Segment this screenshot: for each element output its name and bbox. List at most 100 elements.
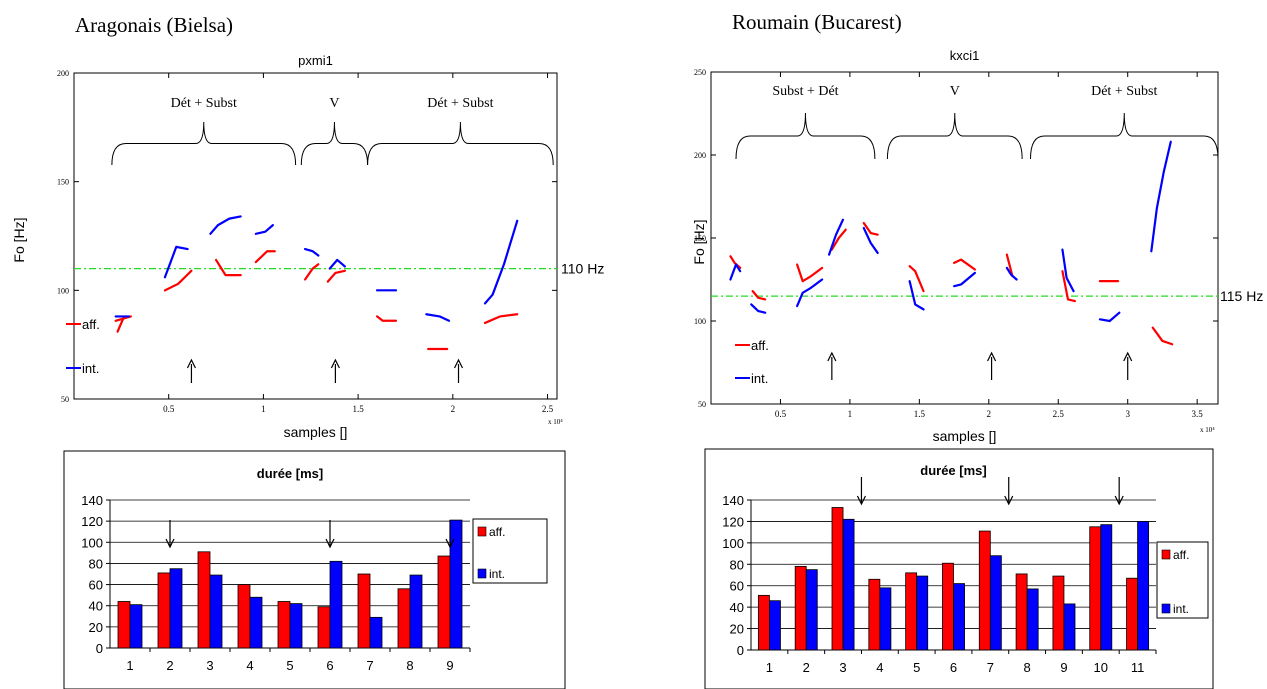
y-tick-label: 120	[81, 514, 103, 529]
y-tick-label: 50	[698, 400, 706, 409]
int-bar	[842, 518, 855, 651]
aff-bar	[831, 507, 844, 651]
legend-label: aff.	[751, 338, 769, 353]
int-bar	[289, 603, 303, 649]
left-panel-heading: Aragonais (Bielsa)	[75, 13, 233, 37]
x-tick-label: 0.5	[163, 404, 175, 414]
aff-contour-segment	[483, 313, 519, 325]
int-contour-segment	[796, 278, 824, 308]
legend-label: int.	[751, 371, 768, 386]
int-contour-segment	[1005, 266, 1018, 281]
int-bar	[1100, 524, 1113, 651]
int-contour-segment	[1061, 248, 1075, 293]
y-tick-label: 50	[61, 395, 69, 404]
int-contour-segment	[483, 219, 519, 305]
x-tick-label: 5	[913, 660, 920, 675]
legend-label: int.	[1173, 602, 1189, 616]
x-tick-label: 2	[451, 404, 456, 414]
int-bar	[1063, 603, 1076, 651]
x-tick-label: 1	[261, 404, 266, 414]
x-tick-label: 6	[950, 660, 957, 675]
legend-swatch	[1161, 603, 1171, 614]
aff-bar	[978, 530, 991, 651]
y-axis-label: Fo [Hz]	[11, 217, 27, 262]
y-tick-label: 0	[96, 641, 103, 656]
aff-bar	[942, 562, 954, 651]
stressed-syllable-arrowhead	[453, 358, 464, 369]
int-bar	[169, 568, 183, 649]
int-contour-segment	[303, 247, 320, 257]
y-tick-label: 40	[730, 600, 744, 615]
aff-contour-segment	[254, 250, 276, 264]
x-tick-label: 3	[839, 660, 846, 675]
aff-contour-segment	[303, 263, 320, 281]
int-contour-segment	[908, 280, 925, 311]
int-bar	[129, 604, 143, 649]
group-label: V	[950, 84, 960, 99]
int-contour-segment	[827, 218, 845, 256]
int-bar	[409, 574, 423, 649]
y-tick-label: 120	[722, 514, 744, 529]
y-tick-label: 140	[81, 493, 103, 508]
x-tick-label: 4	[876, 660, 883, 675]
y-tick-label: 100	[57, 286, 69, 295]
stressed-syllable-arrowhead	[1123, 351, 1133, 362]
right-f0-plot: kxci1 50 100 150 200 250 0.5 1 1.5 2 2.5 3 3.5 Fo [Hz…	[691, 48, 1263, 444]
x-tick-label: 9	[1060, 660, 1067, 675]
x-tick-label: 8	[1024, 660, 1031, 675]
aff-contour-segment	[163, 269, 193, 292]
stressed-syllable-arrowhead	[856, 495, 866, 506]
aff-bar	[1052, 575, 1065, 651]
y-tick-label: 20	[89, 620, 103, 635]
aff-bar	[277, 601, 291, 649]
x-tick-label: 6	[326, 658, 333, 673]
x-tick-label: 1	[766, 660, 773, 675]
x-tick-label: 2.5	[1053, 409, 1065, 419]
aff-contour-segment	[116, 317, 125, 333]
x-tick-label: 2	[803, 660, 810, 675]
aff-bar	[117, 601, 131, 649]
x-tick-label: 10	[1094, 660, 1108, 675]
y-tick-label: 60	[89, 578, 103, 593]
int-contour-segment	[952, 271, 977, 288]
left-f0-plot: pxmi1 50 100 150 200 0.5 1 1.5 2 2.5 Fo [Hz] sample…	[11, 53, 604, 440]
aff-contour-segment	[830, 228, 847, 251]
x-tick-label: 3	[206, 658, 213, 673]
aff-bar	[868, 578, 881, 651]
stressed-syllable-arrowhead	[1004, 495, 1014, 506]
group-brace	[1029, 112, 1219, 160]
aff-bar	[437, 555, 451, 649]
int-contour-segment	[862, 226, 879, 255]
bar-chart-frame	[704, 448, 1214, 689]
int-bar	[805, 569, 818, 651]
group-brace	[735, 112, 876, 160]
int-contour-segment	[163, 245, 189, 279]
x-tick-label: 7	[987, 660, 994, 675]
aff-contour-segment	[214, 258, 242, 277]
y-tick-label: 100	[694, 317, 706, 326]
y-tick-label: 20	[730, 622, 744, 637]
aff-bar	[757, 594, 770, 651]
int-bar	[1026, 588, 1039, 651]
reference-label: 115 Hz	[1220, 288, 1263, 304]
bar-chart-title: durée [ms]	[257, 466, 323, 481]
stressed-syllable-arrowhead	[186, 358, 196, 369]
group-label: Dét + Subst	[1091, 84, 1157, 99]
aff-contour-segment	[952, 258, 977, 271]
x-tick-label: 1	[848, 409, 853, 419]
group-label: Subst + Dét	[772, 84, 838, 99]
x-tick-label: 7	[366, 658, 373, 673]
aff-contour-segment	[1005, 253, 1014, 278]
legend-label: aff.	[82, 317, 100, 332]
aff-bar	[1126, 577, 1138, 651]
y-tick-label: 0	[737, 643, 744, 658]
f0-plot-frame	[710, 71, 1219, 405]
int-bar	[879, 587, 892, 651]
aff-bar	[1015, 573, 1028, 651]
int-contour-segment	[1098, 311, 1121, 323]
stressed-syllable-arrowhead	[1114, 495, 1124, 506]
y-tick-label: 140	[722, 493, 744, 508]
y-tick-label: 80	[89, 556, 103, 571]
y-tick-label: 200	[57, 69, 69, 78]
